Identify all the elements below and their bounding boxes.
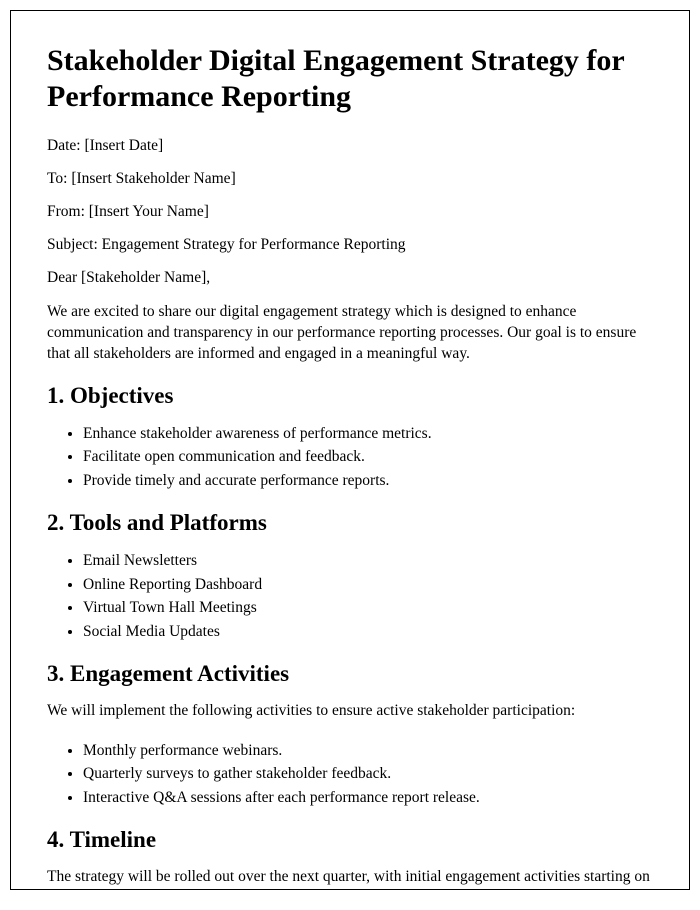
activities-list: Monthly performance webinars. Quarterly … [83,740,653,809]
list-item: Enhance stakeholder awareness of perform… [83,423,653,445]
page-title: Stakeholder Digital Engagement Strategy … [47,43,653,115]
intro-paragraph: We are excited to share our digital enga… [47,302,653,365]
section-heading-activities: 3. Engagement Activities [47,661,653,687]
document-page: Stakeholder Digital Engagement Strategy … [10,10,690,890]
list-item: Email Newsletters [83,550,653,572]
list-item: Quarterly surveys to gather stakeholder … [83,763,653,785]
list-item: Online Reporting Dashboard [83,574,653,596]
timeline-intro: The strategy will be rolled out over the… [47,867,653,890]
list-item: Virtual Town Hall Meetings [83,597,653,619]
tools-list: Email Newsletters Online Reporting Dashb… [83,550,653,643]
meta-subject: Subject: Engagement Strategy for Perform… [47,236,653,254]
meta-to: To: [Insert Stakeholder Name] [47,170,653,188]
objectives-list: Enhance stakeholder awareness of perform… [83,423,653,492]
salutation: Dear [Stakeholder Name], [47,269,653,287]
list-item: Provide timely and accurate performance … [83,470,653,492]
activities-intro: We will implement the following activiti… [47,701,653,722]
section-heading-timeline: 4. Timeline [47,827,653,853]
list-item: Interactive Q&A sessions after each perf… [83,787,653,809]
meta-from: From: [Insert Your Name] [47,203,653,221]
list-item: Facilitate open communication and feedba… [83,446,653,468]
list-item: Social Media Updates [83,621,653,643]
meta-date: Date: [Insert Date] [47,137,653,155]
section-heading-objectives: 1. Objectives [47,383,653,409]
list-item: Monthly performance webinars. [83,740,653,762]
section-heading-tools: 2. Tools and Platforms [47,510,653,536]
